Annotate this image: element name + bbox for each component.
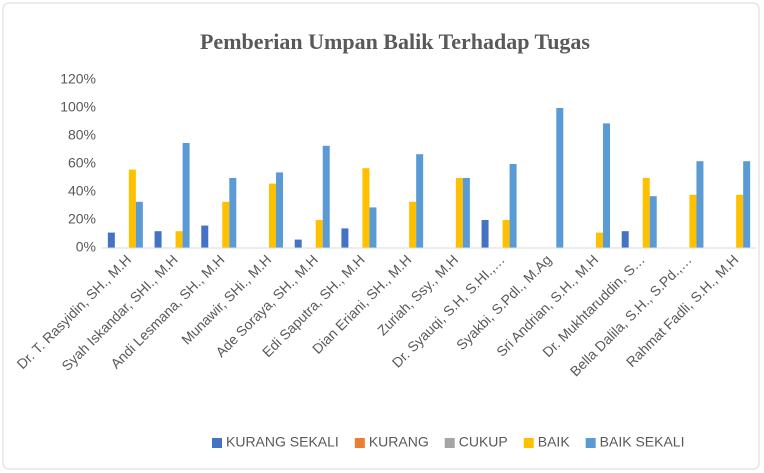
- bar: [462, 178, 470, 248]
- bar: [128, 169, 136, 248]
- legend-label: BAIK SEKALI: [600, 434, 685, 450]
- bar: [315, 220, 323, 248]
- legend-swatch: [585, 438, 596, 448]
- bar: [276, 172, 284, 248]
- legend-swatch: [523, 438, 534, 448]
- bar: [175, 231, 183, 248]
- bar: [502, 220, 510, 248]
- bar: [322, 145, 330, 248]
- y-tick-label: 60%: [68, 155, 96, 171]
- bar: [135, 201, 143, 248]
- bar: [621, 231, 629, 248]
- y-tick-label: 20%: [68, 211, 96, 227]
- bar: [603, 123, 611, 248]
- y-tick-label: 80%: [68, 127, 96, 143]
- bar: [154, 231, 162, 248]
- bar: [642, 178, 650, 248]
- y-tick-label: 0%: [76, 239, 96, 255]
- bar: [556, 108, 564, 248]
- bar: [689, 194, 697, 248]
- bar: [455, 178, 463, 248]
- bar: [229, 178, 237, 248]
- bar: [269, 183, 277, 248]
- bar: [409, 201, 417, 248]
- bar: [743, 161, 751, 248]
- legend-label: KURANG: [369, 434, 429, 450]
- y-tick-label: 120%: [60, 71, 96, 87]
- bar: [736, 194, 744, 248]
- bar: [696, 161, 704, 248]
- bar: [182, 143, 190, 248]
- legend-swatch: [212, 438, 222, 448]
- bar: [294, 239, 302, 248]
- legend-label: BAIK: [538, 434, 571, 450]
- bar: [222, 201, 230, 248]
- chart-title: Pemberian Umpan Balik Terhadap Tugas: [200, 29, 590, 54]
- bar: [201, 225, 209, 248]
- bar: [107, 232, 115, 248]
- legend-label: CUKUP: [459, 434, 508, 450]
- y-tick-label: 40%: [68, 183, 96, 199]
- bar: [341, 228, 349, 248]
- bar: [509, 164, 517, 248]
- bar: [369, 207, 377, 248]
- bar: [362, 168, 370, 248]
- legend-swatch: [354, 438, 365, 448]
- y-tick-label: 100%: [60, 99, 96, 115]
- bar: [596, 232, 604, 248]
- legend-label: KURANG SEKALI: [226, 434, 339, 450]
- bar: [416, 154, 424, 248]
- bar: [481, 220, 489, 248]
- bar: [649, 196, 657, 248]
- legend-swatch: [444, 438, 455, 448]
